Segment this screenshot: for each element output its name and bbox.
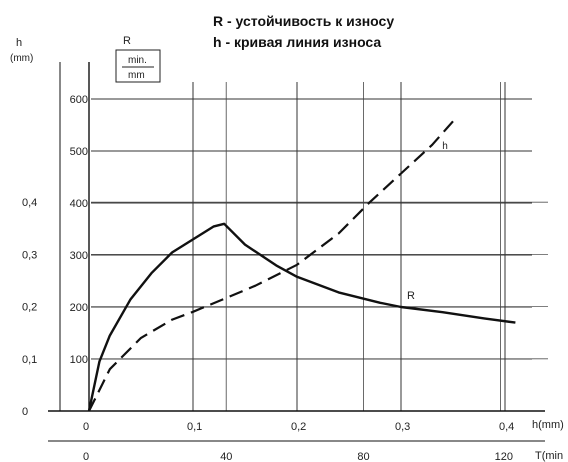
r-tick-label: 400	[70, 198, 88, 210]
series-labels: Rh	[407, 141, 448, 302]
r-tick-label: 300	[70, 250, 88, 262]
x-axis-h-label: h(mm)	[532, 419, 564, 431]
h-tick-label: 0,3	[22, 249, 37, 261]
h-tick-label: 0,1	[22, 354, 37, 366]
r-unit-numerator: min.	[128, 55, 147, 66]
r-tick-label: 100	[70, 354, 88, 366]
series-lines	[87, 120, 516, 412]
r-axis-label: R	[123, 35, 131, 47]
r-tick-label: 200	[70, 302, 88, 314]
chart-title-line-1: R - устойчивость к износу	[213, 13, 394, 29]
h-tick-label: 0	[22, 406, 28, 418]
h-x-tick-label: 0,2	[291, 421, 306, 433]
h-x-tick-label: 0,3	[395, 421, 410, 433]
h-axis-label: h	[16, 37, 22, 49]
r-unit-box	[115, 49, 161, 83]
t-tick-label: 120	[495, 451, 513, 462]
h-x-tick-label: 0,1	[187, 421, 202, 433]
r-unit-denominator: mm	[128, 70, 145, 81]
series-line-h	[88, 120, 454, 412]
h-x-tick-label: 0	[83, 421, 89, 433]
series-label-h: h	[442, 141, 448, 152]
h-x-tick-label: 0,4	[499, 421, 514, 433]
h-tick-label: 0,2	[22, 302, 37, 314]
series-label-R: R	[407, 290, 415, 302]
t-tick-label: 0	[83, 451, 89, 462]
r-tick-label: 500	[70, 146, 88, 158]
axes	[48, 62, 545, 442]
r-tick-label: 600	[70, 94, 88, 106]
x-axis-t-label: T(min	[535, 450, 563, 462]
series-line-R	[87, 222, 516, 412]
grid	[91, 82, 548, 411]
h-tick-label: 0,4	[22, 197, 37, 209]
h-axis-unit: (mm)	[10, 53, 33, 64]
t-tick-label: 40	[220, 451, 232, 462]
chart-title-line-2: h - кривая линия износа	[213, 34, 381, 50]
t-tick-label: 80	[357, 451, 369, 462]
